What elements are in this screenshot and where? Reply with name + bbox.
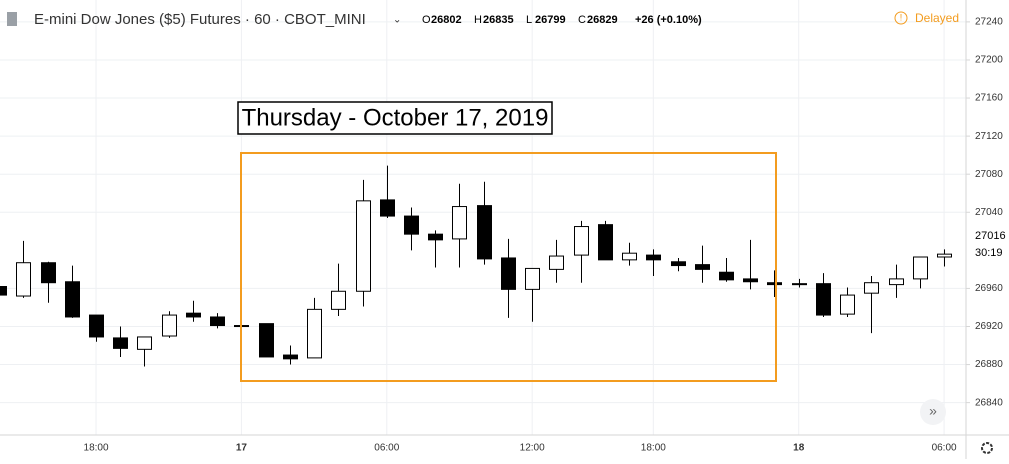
ohlc-value: 26835 (483, 14, 514, 26)
settings-button[interactable] (981, 442, 993, 454)
candle-body (41, 262, 56, 284)
scroll-button[interactable] (920, 399, 946, 425)
y-tick-label: 27240 (975, 17, 1003, 28)
delayed-status: Delayed (915, 11, 959, 25)
change: +26 (+0.10%) (635, 14, 702, 26)
ohlc-label: L (526, 14, 532, 26)
candle-body (913, 256, 928, 280)
annotation: Thursday - October 17, 2019 (242, 104, 549, 131)
candle-body (283, 354, 298, 360)
candle-body (816, 283, 831, 316)
candle-body (113, 337, 128, 349)
y-tick-label: 27120 (975, 131, 1003, 142)
y-tick-label: 27040 (975, 207, 1003, 218)
x-tick-label: 12:00 (520, 443, 545, 454)
ohlc-label: O (422, 14, 431, 26)
candle-body (695, 264, 710, 270)
x-tick-label: 17 (236, 443, 248, 454)
y-tick-label: 26960 (975, 283, 1003, 294)
delayed-icon (894, 11, 908, 25)
price-tag-countdown: 30:19 (975, 247, 1003, 259)
candle-body (622, 252, 637, 261)
candle-body (864, 282, 879, 294)
candle-body (937, 253, 952, 258)
candle-body (452, 206, 467, 240)
candle-body (65, 281, 80, 318)
candle-body (307, 308, 322, 359)
candle-body (671, 261, 686, 267)
candle-body (598, 224, 613, 261)
highlight-rectangle (240, 152, 777, 382)
ohlc-value: 26802 (431, 14, 462, 26)
candle-body (719, 271, 734, 281)
x-tick-label: 06:00 (932, 443, 957, 454)
y-tick-label: 26840 (975, 397, 1003, 408)
price-tag (967, 227, 1009, 261)
x-tick-label: 18:00 (641, 443, 666, 454)
candle-body (331, 290, 346, 310)
candle-body (501, 257, 516, 290)
candle-body (210, 316, 225, 327)
y-tick-label: 26920 (975, 321, 1003, 332)
ohlc-value: 26829 (587, 14, 618, 26)
candle-body (889, 278, 904, 286)
ohlc-label: H (474, 14, 482, 26)
candle-body (767, 282, 782, 286)
symbol-icon (7, 12, 17, 26)
y-tick-label: 27160 (975, 93, 1003, 104)
candle-body (137, 336, 152, 350)
candle-body (162, 314, 177, 337)
candle-body (356, 200, 371, 292)
x-tick-label: 18:00 (84, 443, 109, 454)
ohlc-legend: O 26802 H 26835 L 26799 C 26829 (422, 14, 618, 26)
x-tick-label: 18 (793, 443, 805, 454)
y-tick-label: 27080 (975, 169, 1003, 180)
candle-body (428, 233, 443, 241)
candle-body (477, 205, 492, 260)
y-tick-label: 26880 (975, 359, 1003, 370)
dropdown-icon[interactable]: ⌄ (393, 15, 401, 26)
y-tick-label: 27200 (975, 55, 1003, 66)
candle-body (186, 312, 201, 318)
candle-body (646, 254, 661, 261)
candle-body (525, 267, 540, 290)
candle-body (792, 283, 807, 286)
symbol-title: E-mini Dow Jones ($5) Futures · 60 · CBO… (34, 11, 366, 28)
candle-body (840, 294, 855, 315)
candle-body (0, 286, 7, 296)
delayed-icon-mark: ! (900, 12, 903, 22)
candle-body (259, 323, 274, 358)
candle-body (380, 199, 395, 217)
candles (0, 165, 952, 367)
candle-body (89, 314, 104, 338)
candle-body (574, 226, 589, 256)
candle-body (404, 215, 419, 235)
candle-body (743, 278, 758, 283)
candle-body (16, 262, 31, 297)
ohlc-label: C (578, 14, 586, 26)
scroll-button-icon: » (929, 403, 937, 419)
price-tag-value: 27016 (975, 230, 1006, 242)
candle-body (549, 255, 564, 270)
ohlc-value: 26799 (535, 14, 566, 26)
x-tick-label: 06:00 (374, 443, 399, 454)
annotation-box (237, 101, 553, 135)
